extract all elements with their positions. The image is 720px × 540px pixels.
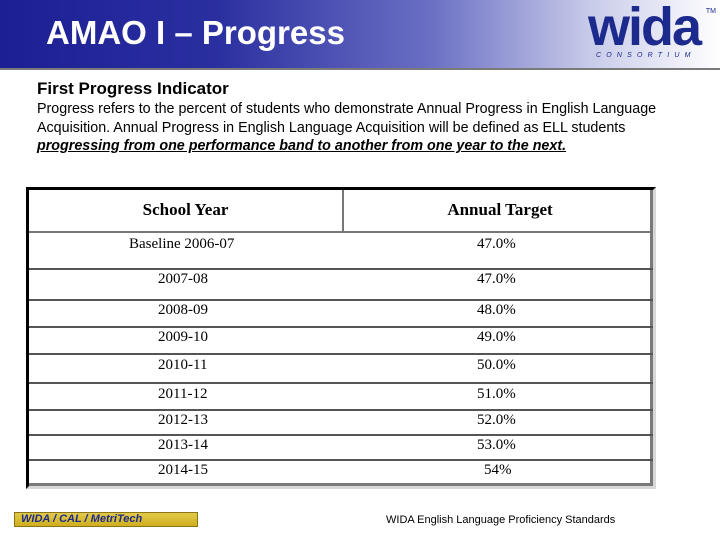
- row-divider: [29, 353, 653, 355]
- footer-credit: WIDA / CAL / MetriTech: [21, 513, 143, 525]
- cell-annual-target: 51.0%: [477, 386, 516, 402]
- description-text: Progress refers to the percent of studen…: [37, 101, 657, 136]
- cell-school-year: 2014-15: [158, 462, 208, 478]
- logo-wordmark: wida: [588, 0, 702, 57]
- cell-school-year: 2007-08: [158, 271, 208, 287]
- cell-annual-target: 53.0%: [477, 437, 516, 453]
- cell-school-year: 2008-09: [158, 302, 208, 318]
- footer-standards: WIDA English Language Proficiency Standa…: [386, 514, 616, 526]
- cell-annual-target: 47.0%: [477, 271, 516, 287]
- indicator-description: Progress refers to the percent of studen…: [37, 100, 667, 156]
- row-divider: [29, 459, 653, 461]
- page-title: AMAO I – Progress: [46, 14, 345, 51]
- header-column-divider: [342, 190, 344, 233]
- cell-annual-target: 49.0%: [477, 329, 516, 345]
- cell-school-year: 2011-12: [158, 386, 208, 402]
- row-divider: [29, 409, 653, 411]
- logo-subtitle: CONSORTIUM: [596, 52, 696, 59]
- table-frame: [29, 190, 653, 486]
- header-school-year: School Year: [142, 200, 229, 219]
- cell-school-year: 2009-10: [158, 329, 208, 345]
- cell-annual-target: 52.0%: [477, 412, 516, 428]
- cell-school-year: Baseline 2006-07: [129, 236, 235, 252]
- indicator-heading: First Progress Indicator: [37, 79, 229, 98]
- row-divider: [29, 299, 653, 301]
- cell-annual-target: 48.0%: [477, 302, 516, 318]
- description-emphasis: progressing from one performance band to…: [37, 138, 567, 154]
- cell-annual-target: 54%: [484, 462, 512, 478]
- header-annual-target: Annual Target: [447, 200, 553, 219]
- row-divider: [29, 434, 653, 436]
- logo-trademark: TM: [705, 8, 716, 15]
- header-divider-line: [29, 231, 653, 233]
- footer-credit-badge: WIDA / CAL / MetriTech: [14, 512, 198, 527]
- cell-school-year: 2010-11: [158, 357, 208, 373]
- wida-logo: wida TM CONSORTIUM: [588, 0, 716, 62]
- row-divider: [29, 382, 653, 384]
- cell-annual-target: 47.0%: [477, 236, 516, 252]
- targets-table: School Year Annual Target Baseline 2006-…: [26, 187, 656, 489]
- header-divider: [0, 68, 720, 70]
- row-divider: [29, 268, 653, 270]
- title-banner: AMAO I – Progress wida TM CONSORTIUM: [0, 0, 720, 68]
- row-divider: [29, 326, 653, 328]
- cell-school-year: 2013-14: [158, 437, 208, 453]
- cell-school-year: 2012-13: [158, 412, 208, 428]
- cell-annual-target: 50.0%: [477, 357, 516, 373]
